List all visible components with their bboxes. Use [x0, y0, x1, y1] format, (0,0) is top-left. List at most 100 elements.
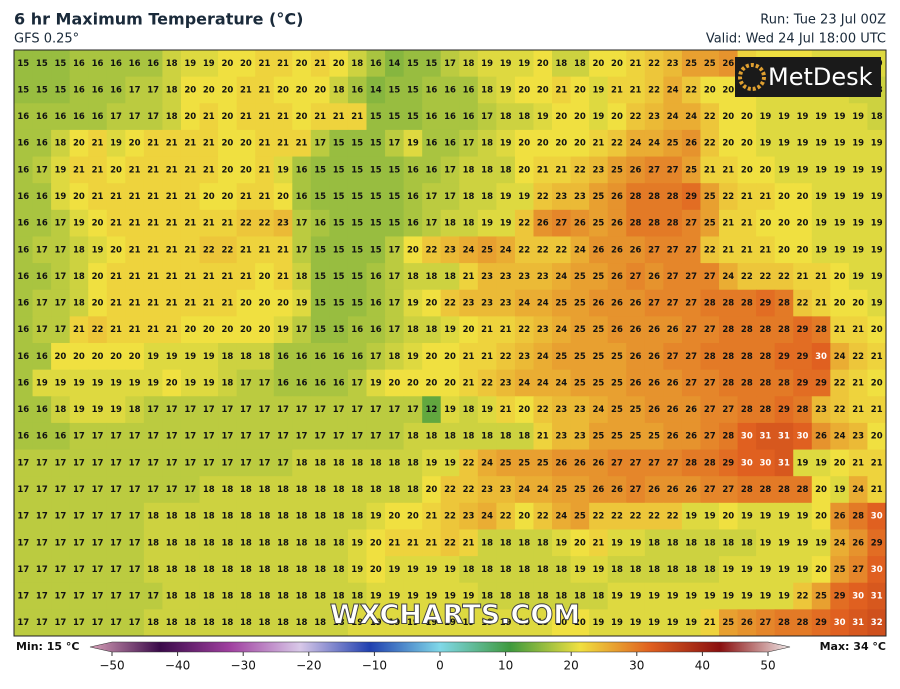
- temperature-value: 17: [147, 405, 159, 415]
- temperature-value: 19: [797, 112, 809, 122]
- temperature-value: 21: [277, 139, 289, 149]
- temperature-cell: [663, 369, 683, 397]
- temperature-cell: [496, 156, 516, 184]
- temperature-cell: [774, 449, 794, 477]
- temperature-value: 16: [277, 378, 289, 388]
- temperature-value: 18: [221, 378, 233, 388]
- temperature-cell: [514, 556, 534, 584]
- temperature-cell: [793, 422, 813, 451]
- temperature-value: 23: [537, 325, 549, 335]
- temperature-cell: [459, 50, 479, 78]
- temperature-value: 20: [593, 59, 605, 69]
- temperature-cell: [811, 582, 831, 610]
- temperature-cell: [106, 582, 126, 610]
- temperature-value: 25: [574, 352, 586, 362]
- temperature-value: 22: [648, 512, 660, 522]
- temperature-value: 17: [259, 432, 271, 442]
- temperature-cell: [477, 156, 497, 184]
- temperature-value: 18: [203, 512, 215, 522]
- logo-icon: [738, 63, 766, 91]
- temperature-cell: [88, 529, 108, 557]
- temperature-value: 20: [221, 59, 233, 69]
- temperature-value: 21: [240, 85, 252, 95]
- temperature-value: 17: [147, 485, 159, 495]
- temperature-value: 28: [630, 219, 642, 229]
- temperature-cell: [88, 289, 108, 317]
- temperature-cell: [626, 76, 646, 104]
- temperature-cell: [848, 609, 868, 637]
- temperature-cell: [162, 263, 182, 291]
- temperature-value: 28: [797, 485, 809, 495]
- temperature-cell: [756, 529, 776, 557]
- temperature-cell: [848, 183, 868, 211]
- temperature-cell: [255, 449, 275, 477]
- temperature-value: 20: [426, 352, 438, 362]
- temperature-cell: [199, 209, 219, 237]
- temperature-cell: [366, 183, 386, 211]
- temperature-cell: [811, 289, 831, 317]
- temperature-value: 17: [54, 565, 66, 575]
- temperature-cell: [756, 209, 776, 237]
- temperature-value: 17: [333, 405, 345, 415]
- temperature-cell: [514, 502, 534, 530]
- temperature-cell: [329, 156, 349, 184]
- temperature-cell: [310, 236, 330, 264]
- temperature-cell: [255, 129, 275, 158]
- temperature-value: 16: [36, 405, 48, 415]
- temperature-value: 26: [611, 325, 623, 335]
- temperature-value: 18: [351, 592, 363, 602]
- temperature-value: 28: [667, 192, 679, 202]
- temperature-value: 18: [407, 272, 419, 282]
- temperature-value: 18: [184, 565, 196, 575]
- temperature-cell: [607, 156, 627, 184]
- temperature-cell: [255, 263, 275, 291]
- temperature-value: 19: [351, 538, 363, 548]
- temperature-value: 17: [184, 458, 196, 468]
- temperature-value: 16: [351, 352, 363, 362]
- temperature-cell: [533, 529, 553, 557]
- temperature-value: 27: [704, 405, 716, 415]
- temperature-cell: [589, 529, 609, 557]
- temperature-value: 21: [871, 485, 883, 495]
- temperature-cell: [477, 369, 497, 397]
- temperature-value: 20: [333, 59, 345, 69]
- temperature-value: 17: [240, 458, 252, 468]
- temperature-value: 28: [778, 378, 790, 388]
- temperature-cell: [273, 582, 293, 610]
- temperature-cell: [867, 529, 887, 557]
- temperature-value: 18: [203, 592, 215, 602]
- temperature-cell: [570, 50, 590, 78]
- temperature-cell: [236, 103, 256, 131]
- temperature-cell: [848, 582, 868, 610]
- temperature-cell: [422, 50, 442, 78]
- temperature-value: 19: [852, 165, 864, 175]
- temperature-value: 17: [333, 432, 345, 442]
- temperature-value: 21: [203, 112, 215, 122]
- temperature-cell: [366, 263, 386, 291]
- temperature-value: 17: [444, 192, 456, 202]
- temperature-value: 18: [240, 618, 252, 628]
- temperature-cell: [385, 263, 405, 291]
- temperature-cell: [292, 209, 312, 237]
- temperature-value: 22: [741, 272, 753, 282]
- temperature-cell: [51, 156, 71, 184]
- temperature-value: 19: [778, 512, 790, 522]
- temperature-value: 25: [518, 458, 530, 468]
- temperature-cell: [552, 449, 572, 477]
- temperature-value: 15: [314, 245, 326, 255]
- temperature-value: 27: [667, 165, 679, 175]
- temperature-cell: [143, 369, 163, 397]
- temperature-value: 29: [685, 192, 697, 202]
- temperature-cell: [143, 502, 163, 530]
- temperature-value: 23: [555, 405, 567, 415]
- temperature-value: 24: [481, 458, 493, 468]
- temperature-value: 22: [518, 219, 530, 229]
- temperature-cell: [644, 582, 664, 610]
- temperature-value: 18: [704, 565, 716, 575]
- temperature-cell: [310, 556, 330, 584]
- temperature-value: 28: [815, 325, 827, 335]
- temperature-value: 25: [722, 618, 734, 628]
- temperature-value: 18: [184, 592, 196, 602]
- temperature-value: 23: [277, 219, 289, 229]
- temperature-value: 19: [407, 565, 419, 575]
